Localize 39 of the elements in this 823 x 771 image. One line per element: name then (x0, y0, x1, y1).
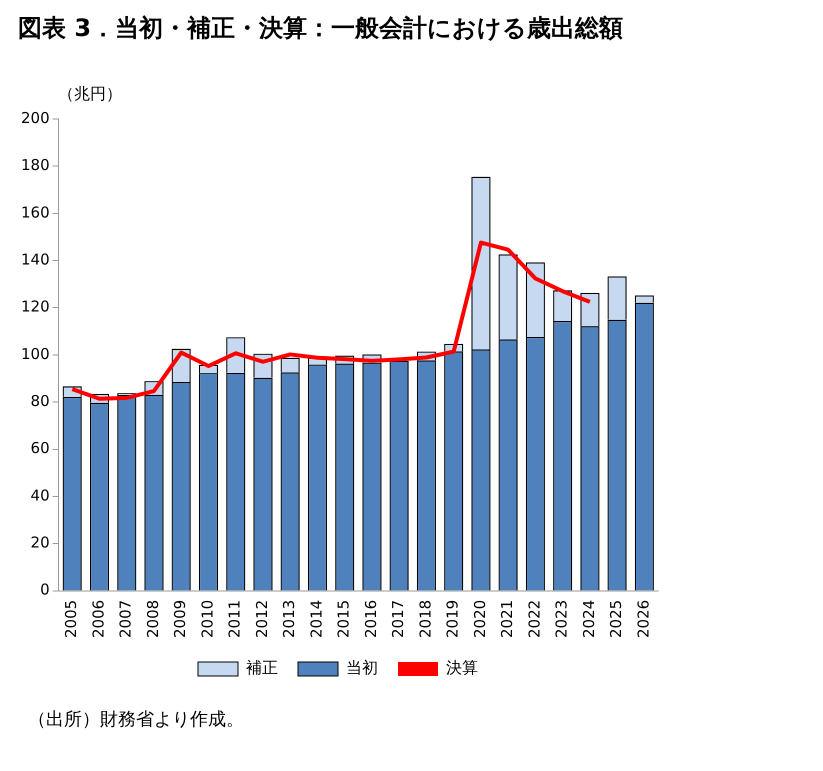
legend-label: 補正 (246, 658, 278, 678)
legend-label: 決算 (446, 658, 478, 678)
y-tick-label: 180 (20, 156, 50, 174)
x-tick-label: 2016 (362, 600, 380, 638)
x-tick-label: 2021 (498, 600, 516, 638)
x-tick-label: 2022 (525, 600, 544, 638)
x-tick-label: 2007 (116, 600, 135, 638)
y-tick-label: 20 (30, 534, 50, 552)
x-tick-label: 2010 (198, 600, 216, 638)
y-tick-label: 40 (30, 486, 50, 504)
y-tick-label: 120 (20, 298, 50, 316)
x-tick-label: 2020 (470, 600, 489, 638)
x-tick-label: 2011 (226, 600, 244, 638)
x-tick-label: 2012 (252, 600, 271, 638)
y-tick-label: 80 (30, 392, 50, 410)
x-tick-label: 2023 (552, 600, 571, 638)
x-tick-label: 2005 (62, 600, 80, 638)
y-tick-label: 200 (20, 108, 50, 127)
x-tick-label: 2018 (416, 600, 434, 638)
x-tick-label: 2019 (444, 600, 462, 638)
x-tick-label: 2008 (144, 600, 162, 638)
x-tick-label: 2013 (280, 600, 298, 638)
x-tick-label: 2015 (334, 600, 353, 638)
text: （出所）財務省より作成。 (28, 708, 245, 731)
y-tick-label: 140 (20, 250, 50, 268)
y-tick-label: 60 (30, 439, 50, 458)
y-tick-label: 100 (20, 344, 50, 363)
y-axis-title: （兆円） (58, 84, 123, 105)
x-tick-label: 2024 (580, 600, 598, 638)
x-tick-label: 2025 (607, 600, 626, 638)
x-tick-label: 2009 (171, 600, 190, 638)
y-tick-label: 0 (40, 580, 50, 599)
legend-label: 当初 (346, 658, 378, 678)
y-tick-label: 160 (20, 203, 50, 222)
x-tick-label: 2006 (89, 600, 108, 638)
x-tick-label: 2014 (307, 600, 326, 638)
x-tick-label: 2017 (389, 600, 408, 638)
chart-title: 図表 3．当初・補正・決算：一般会計における歳出総額 (18, 13, 624, 44)
x-tick-label: 2026 (634, 600, 652, 638)
